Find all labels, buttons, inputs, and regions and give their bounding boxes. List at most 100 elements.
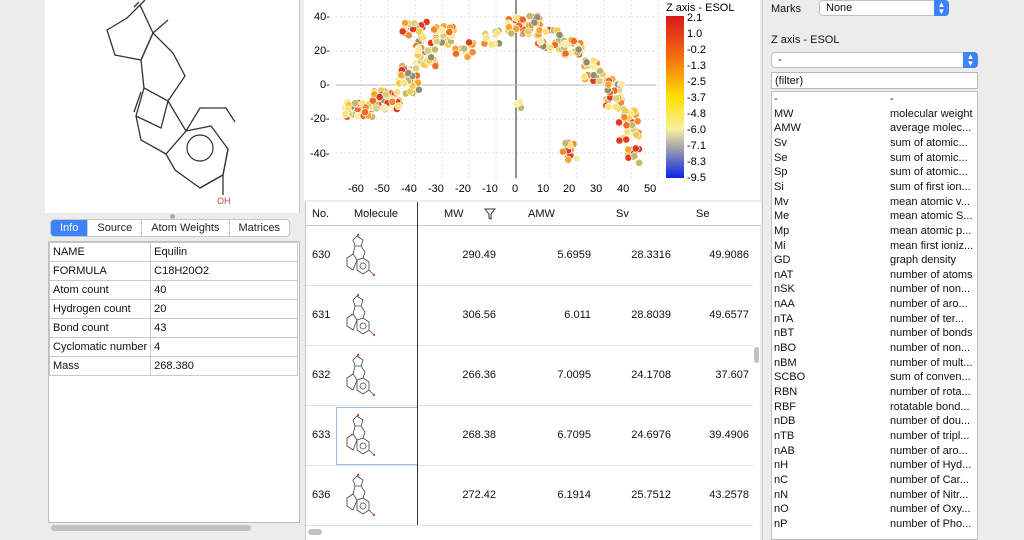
scatter-point[interactable] [518, 15, 527, 24]
scatter-point[interactable] [404, 69, 413, 77]
list-item[interactable]: nBT number of bonds [772, 326, 977, 341]
scatter-point[interactable] [361, 108, 369, 117]
list-item[interactable]: Mv mean atomic v... [772, 195, 977, 210]
scatter-point[interactable] [595, 77, 604, 86]
list-item[interactable]: Me mean atomic S... [772, 209, 977, 224]
scatter-point[interactable] [431, 45, 439, 54]
scatter-point[interactable] [622, 121, 631, 130]
scatter-point[interactable] [492, 29, 501, 37]
table-row[interactable]: 631 306.56 6.011 28.8039 49.6577 [306, 287, 753, 346]
scatter-point[interactable] [541, 27, 550, 36]
scatter-point[interactable] [612, 94, 621, 103]
scatter-point[interactable] [620, 113, 629, 122]
scatter-point[interactable] [555, 31, 564, 39]
scatter-point[interactable] [452, 49, 460, 58]
scatter-point[interactable] [604, 102, 613, 111]
scatter-point[interactable] [430, 25, 439, 34]
info-row[interactable]: Atom count 40 [48, 280, 298, 300]
filter-icon[interactable] [484, 208, 496, 220]
scatter-point[interactable] [412, 64, 420, 73]
scatter-point[interactable] [596, 67, 604, 75]
list-item[interactable]: Se sum of atomic... [772, 151, 977, 166]
scatter-point[interactable] [604, 80, 613, 89]
list-item[interactable]: nDB number of dou... [772, 414, 977, 429]
info-row[interactable]: Mass 268.380 [48, 356, 298, 376]
scatter-point[interactable] [635, 158, 643, 167]
header-mw[interactable]: MW [444, 208, 464, 220]
list-item[interactable]: nO number of Oxy... [772, 502, 977, 517]
list-item[interactable]: nTB number of tripl... [772, 429, 977, 444]
scatter-point[interactable] [398, 27, 407, 36]
scatter-point[interactable] [530, 18, 539, 27]
scatter-point[interactable] [465, 38, 473, 47]
table-row[interactable]: 636 272.42 6.1914 25.7512 43.2578 [306, 467, 753, 526]
scatter-point[interactable] [460, 44, 469, 53]
tab-source[interactable]: Source [88, 220, 143, 236]
scatter-point[interactable] [423, 46, 432, 55]
list-item[interactable]: AMW average molec... [772, 121, 977, 136]
scatter-point[interactable] [516, 98, 524, 106]
scatter-point[interactable] [633, 117, 642, 126]
tab-info[interactable]: Info [51, 220, 89, 236]
splitter-handle[interactable] [170, 214, 175, 219]
scatter-point[interactable] [415, 85, 423, 94]
header-sv[interactable]: Sv [616, 208, 629, 220]
list-item[interactable]: Mp mean atomic p... [772, 224, 977, 239]
table-row[interactable]: 633 268.38 6.7095 24.6976 39.4906 [306, 407, 753, 466]
scatter-point[interactable] [582, 58, 591, 67]
scatter-point[interactable] [404, 31, 413, 40]
info-row[interactable]: Cyclomatic number 4 [48, 337, 298, 357]
info-row[interactable]: NAME Equilin [48, 242, 298, 262]
list-item[interactable]: nH number of Hyd... [772, 458, 977, 473]
scatter-point[interactable] [623, 128, 632, 137]
list-item[interactable]: nTA number of ter... [772, 312, 977, 327]
list-item[interactable]: GD graph density [772, 253, 977, 268]
scatter-point[interactable] [631, 144, 640, 153]
tab-matrices[interactable]: Matrices [238, 222, 281, 234]
scatter-point[interactable] [512, 14, 520, 22]
list-item[interactable]: nAA number of aro... [772, 297, 977, 312]
scatter-point[interactable] [400, 79, 408, 88]
list-item[interactable]: RBF rotatable bond... [772, 400, 977, 415]
info-row[interactable]: FORMULA C18H20O2 [48, 261, 298, 281]
molecule-viewer[interactable]: OH [45, 0, 300, 213]
scatter-point[interactable] [536, 37, 545, 46]
scatter-point[interactable] [617, 80, 626, 88]
tab-atom-weights[interactable]: Atom Weights [142, 220, 230, 236]
scatter-point[interactable] [372, 104, 381, 113]
scatter-point[interactable] [525, 12, 534, 21]
filter-input[interactable]: (filter) [771, 72, 978, 89]
scatter-point[interactable] [558, 147, 567, 156]
list-item[interactable]: MW molecular weight [772, 107, 977, 122]
scatter-point[interactable] [388, 97, 397, 106]
info-row[interactable]: Bond count 43 [48, 318, 298, 338]
scatter-point[interactable] [368, 96, 377, 105]
scatter-point[interactable] [375, 93, 384, 101]
scroll-thumb[interactable] [51, 525, 251, 531]
header-no[interactable]: No. [312, 208, 330, 220]
marks-select[interactable]: None ▲ ▼ [819, 0, 949, 16]
scatter-point[interactable] [419, 33, 428, 42]
table-row[interactable]: 632 266.36 7.0095 24.1708 37.607 [306, 347, 753, 406]
scatter-point[interactable] [564, 155, 573, 164]
scatter-point[interactable] [431, 62, 440, 70]
scatter-point[interactable] [572, 154, 581, 163]
scatter-point[interactable] [487, 40, 496, 49]
scatter-point[interactable] [394, 102, 403, 110]
scatter-point[interactable] [393, 88, 402, 96]
grid-vertical-scroll[interactable] [754, 347, 759, 363]
scatter-point[interactable] [410, 19, 419, 28]
scatter-point[interactable] [468, 48, 477, 57]
list-item[interactable]: Mi mean first ioniz... [772, 239, 977, 254]
scatter-point[interactable] [463, 53, 472, 61]
scatter-point[interactable] [351, 99, 359, 108]
scatter-point[interactable] [589, 56, 598, 65]
list-item[interactable]: SCBO sum of conven... [772, 370, 977, 385]
scatter-point[interactable] [611, 103, 620, 111]
scatter-point[interactable] [630, 151, 639, 160]
scatter-point[interactable] [438, 26, 446, 35]
list-item[interactable]: Sp sum of atomic... [772, 165, 977, 180]
scatter-point[interactable] [379, 104, 388, 112]
scatter-point[interactable] [546, 43, 555, 52]
list-item[interactable]: nAT number of atoms [772, 268, 977, 283]
